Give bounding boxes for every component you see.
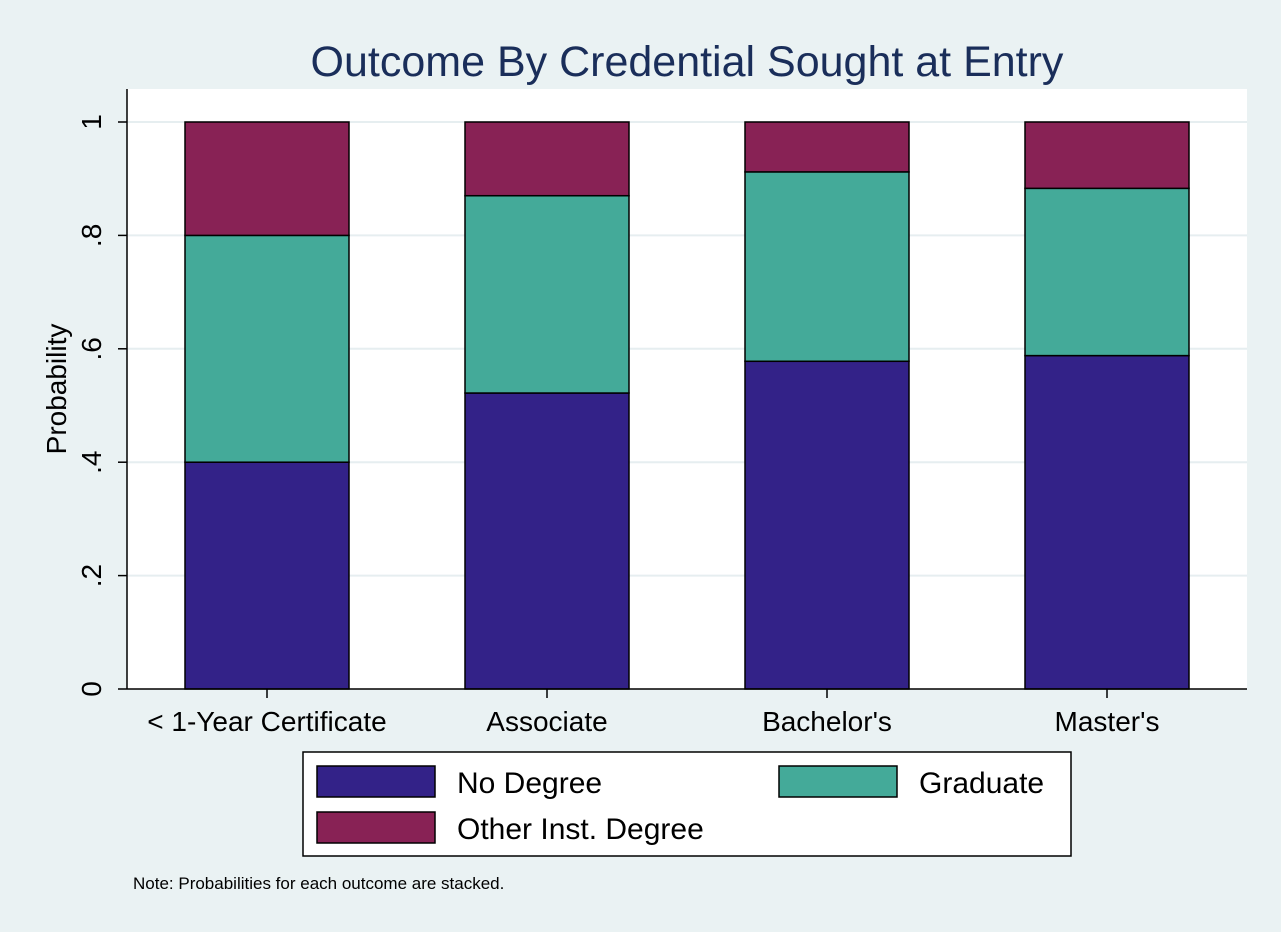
legend-label-no-degree: No Degree — [457, 767, 602, 800]
x-tick-label: Master's — [1055, 706, 1160, 737]
legend-swatch-other-inst-degree — [316, 811, 436, 844]
y-tick-label: .8 — [76, 224, 107, 247]
bar-no-degree-master-s — [1024, 354, 1190, 690]
bar-graduate-1-year-certificate — [184, 234, 350, 463]
bar-no-degree-bachelor-s — [744, 360, 910, 690]
y-tick-label: 1 — [76, 114, 107, 130]
x-tick-label: Bachelor's — [762, 706, 892, 737]
bar-no-degree-associate — [464, 392, 630, 690]
bar-graduate-associate — [464, 194, 630, 394]
bar-other-inst-degree-1-year-certificate — [184, 121, 350, 237]
y-tick-label: .2 — [76, 564, 107, 587]
y-tick-label: .4 — [76, 451, 107, 474]
legend: No Degree Graduate Other Inst. Degree — [302, 751, 1072, 857]
y-axis-ticks: 0 .2 .4 .6 .8 1 — [76, 114, 127, 697]
y-tick-label: 0 — [76, 681, 107, 697]
legend-label-graduate: Graduate — [919, 767, 1044, 800]
bar-other-inst-degree-master-s — [1024, 121, 1190, 190]
x-tick-label: Associate — [486, 706, 607, 737]
legend-label-other-inst-degree: Other Inst. Degree — [457, 813, 704, 846]
chart-note: Note: Probabilities for each outcome are… — [133, 874, 504, 893]
bar-graduate-master-s — [1024, 187, 1190, 357]
legend-swatch-graduate — [778, 765, 898, 798]
y-axis-label: Probability — [41, 324, 72, 455]
chart-title: Outcome By Credential Sought at Entry — [311, 38, 1064, 86]
bar-other-inst-degree-bachelor-s — [744, 121, 910, 173]
bar-graduate-bachelor-s — [744, 171, 910, 363]
bars — [184, 121, 1190, 690]
bar-other-inst-degree-associate — [464, 121, 630, 197]
y-tick-label: .6 — [76, 337, 107, 360]
legend-swatch-no-degree — [316, 765, 436, 798]
x-tick-label: < 1-Year Certificate — [147, 706, 386, 737]
x-axis-ticks: < 1-Year Certificate Associate Bachelor's M… — [147, 689, 1159, 737]
bar-no-degree-1-year-certificate — [184, 461, 350, 690]
